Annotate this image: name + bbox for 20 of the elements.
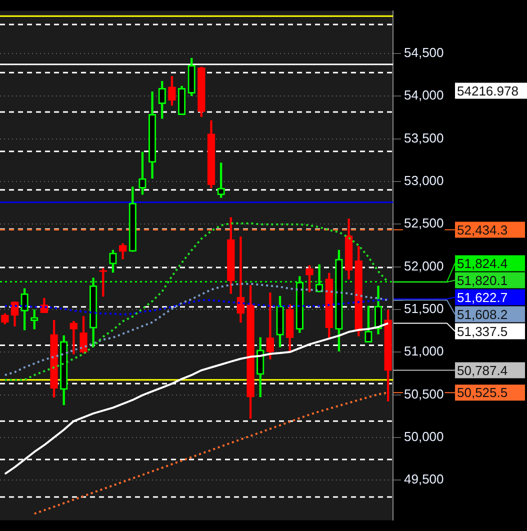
- y-tick-label: 51,000: [404, 344, 444, 359]
- ref-line-label: 52,434.3: [457, 222, 508, 238]
- y-tick-label: 50,000: [404, 429, 444, 444]
- text: 54216.978: [457, 83, 518, 98]
- y-tick-label: 49,500: [404, 472, 444, 487]
- y-tick-label: 51,500: [404, 301, 444, 316]
- y-tick-label: 52,500: [404, 216, 444, 231]
- y-tick-label: 52,000: [404, 258, 444, 274]
- ref-line-label: 51,824.4: [457, 256, 508, 271]
- text: 50,787.4: [457, 362, 508, 378]
- data-label: 50,525.5: [457, 385, 508, 400]
- data-label: 51,608.2: [457, 306, 508, 322]
- y-tick-label: 53,500: [404, 130, 444, 146]
- y-tick-label: 54,500: [404, 45, 444, 60]
- y-tick-label: 53,000: [404, 173, 444, 188]
- data-label: 51,337.5: [457, 324, 508, 339]
- y-tick-label: 54,000: [404, 88, 444, 103]
- data-label: 51,820.1: [457, 272, 508, 288]
- y-tick-label: 50,500: [404, 386, 444, 402]
- data-label: 51,622.7: [457, 290, 508, 305]
